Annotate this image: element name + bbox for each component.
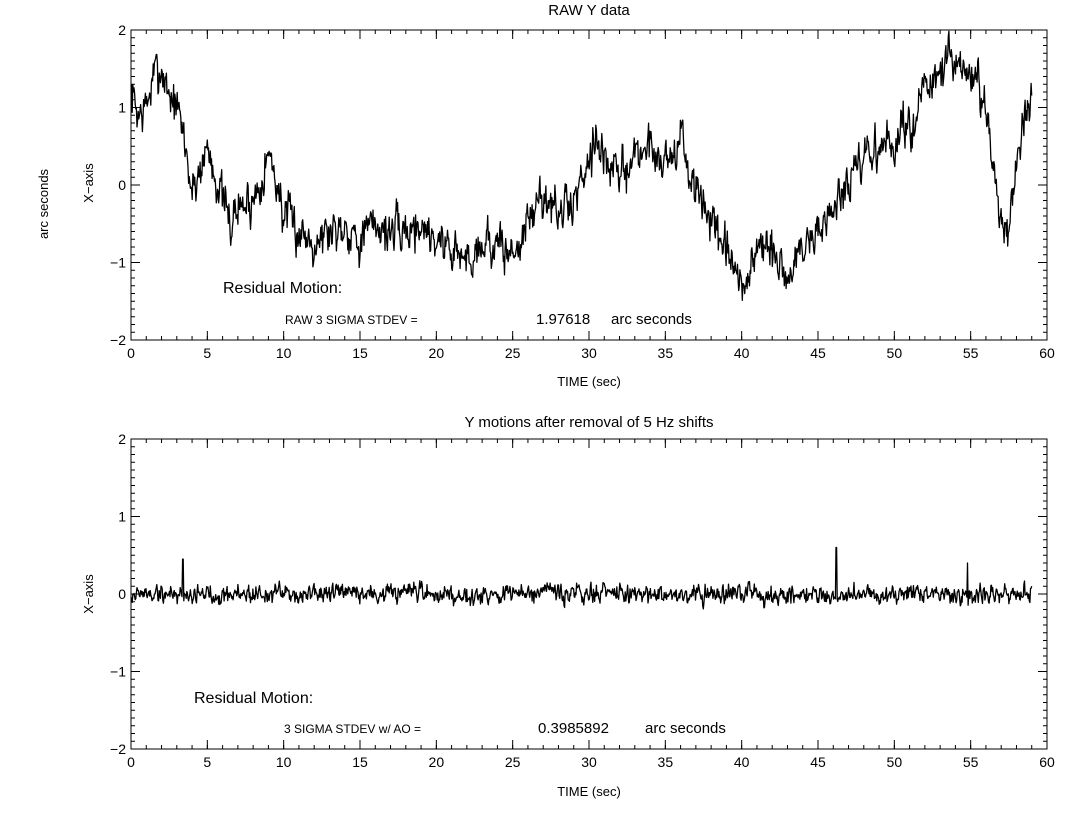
filtered-y-y-tick-label: −2 — [110, 741, 126, 757]
filtered-y-stat-unit: arc seconds — [645, 720, 726, 737]
raw-y-stat-value: 1.97618 — [536, 311, 590, 328]
filtered-y-x-tick-label: 5 — [203, 754, 211, 770]
filtered-y-stat-value: 0.3985892 — [538, 720, 609, 737]
filtered-y-x-axis-label: TIME (sec) — [557, 784, 621, 799]
filtered-y-x-tick-label: 60 — [1039, 754, 1055, 770]
filtered-y-annotation-heading: Residual Motion: — [194, 690, 313, 707]
raw-y-y-tick-label: 0 — [118, 177, 126, 193]
raw-y-x-tick-label: 50 — [887, 345, 903, 361]
filtered-y-panel: Y motions after removal of 5 Hz shifts X… — [81, 414, 1055, 799]
raw-y-x-tick-label: 40 — [734, 345, 750, 361]
raw-y-y-axis-label: X−axis — [81, 163, 96, 203]
raw-y-x-tick-label: 35 — [658, 345, 674, 361]
filtered-y-y-tick-label: 0 — [118, 586, 126, 602]
filtered-y-x-tick-label: 50 — [887, 754, 903, 770]
filtered-y-x-tick-label: 40 — [734, 754, 750, 770]
raw-y-x-tick-label: 5 — [203, 345, 211, 361]
filtered-y-x-tick-label: 20 — [429, 754, 445, 770]
raw-y-stat-unit: arc seconds — [611, 311, 692, 328]
filtered-y-x-tick-label: 55 — [963, 754, 979, 770]
filtered-y-x-tick-label: 0 — [127, 754, 135, 770]
raw-y-x-tick-label: 45 — [810, 345, 826, 361]
filtered-y-stat-label: 3 SIGMA STDEV w/ AO = — [284, 722, 421, 736]
raw-y-panel: RAW Y data arc seconds X−axis TIME (sec)… — [36, 2, 1055, 389]
raw-y-x-tick-label: 0 — [127, 345, 135, 361]
filtered-y-signal-trace — [130, 546, 1033, 610]
raw-y-x-axis-label: TIME (sec) — [557, 374, 621, 389]
filtered-y-x-tick-label: 25 — [505, 754, 521, 770]
raw-y-x-tick-label: 30 — [581, 345, 597, 361]
filtered-y-chart-title: Y motions after removal of 5 Hz shifts — [465, 414, 714, 431]
raw-y-y-tick-label: −1 — [110, 255, 126, 271]
filtered-y-x-tick-label: 35 — [658, 754, 674, 770]
raw-y-chart-title: RAW Y data — [548, 2, 630, 19]
filtered-y-y-tick-label: 1 — [118, 509, 126, 525]
raw-y-x-tick-label: 25 — [505, 345, 521, 361]
filtered-y-y-axis-label: X−axis — [81, 574, 96, 614]
raw-y-stat-label: RAW 3 SIGMA STDEV = — [285, 313, 418, 327]
filtered-y-x-tick-label: 45 — [810, 754, 826, 770]
raw-y-x-tick-label: 15 — [352, 345, 368, 361]
filtered-y-x-tick-label: 15 — [352, 754, 368, 770]
raw-y-x-tick-label: 20 — [429, 345, 445, 361]
filtered-y-y-tick-label: 2 — [118, 431, 126, 447]
filtered-y-y-tick-label: −1 — [110, 664, 126, 680]
raw-y-outer-y-axis-label: arc seconds — [36, 168, 51, 239]
raw-y-y-tick-label: 1 — [118, 100, 126, 116]
raw-y-x-tick-label: 60 — [1039, 345, 1055, 361]
raw-y-signal-trace — [130, 30, 1033, 301]
raw-y-x-tick-label: 55 — [963, 345, 979, 361]
raw-y-x-tick-label: 10 — [276, 345, 292, 361]
filtered-y-x-tick-label: 10 — [276, 754, 292, 770]
raw-y-annotation-heading: Residual Motion: — [223, 280, 342, 297]
filtered-y-x-tick-label: 30 — [581, 754, 597, 770]
raw-y-y-tick-label: −2 — [110, 332, 126, 348]
raw-y-y-tick-label: 2 — [118, 22, 126, 38]
